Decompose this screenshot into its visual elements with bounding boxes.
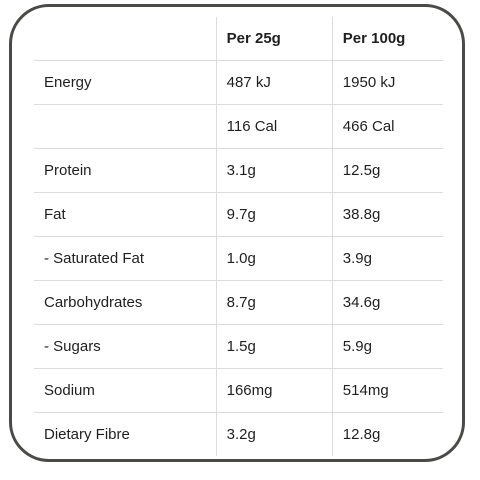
table-row: Carbohydrates 8.7g 34.6g <box>34 280 443 325</box>
row-label: Sodium <box>34 368 217 413</box>
row-value-per-100g: 1950 kJ <box>331 60 443 105</box>
row-label: Carbohydrates <box>34 280 217 325</box>
table-row: - Sugars 1.5g 5.9g <box>34 324 443 369</box>
row-value-per-25g: 166mg <box>215 368 333 413</box>
table-header-row: Per 25g Per 100g <box>34 17 443 61</box>
row-value-per-100g: 514mg <box>331 368 443 413</box>
table-row: - Saturated Fat 1.0g 3.9g <box>34 236 443 281</box>
header-nutrient <box>34 17 217 61</box>
row-label: - Saturated Fat <box>34 236 217 281</box>
row-value-per-25g: 116 Cal <box>215 104 333 149</box>
row-value-per-100g: 12.8g <box>331 412 443 456</box>
row-value-per-100g: 3.9g <box>331 236 443 281</box>
row-value-per-25g: 3.2g <box>215 412 333 456</box>
header-per-100g: Per 100g <box>331 17 443 61</box>
row-label: - Sugars <box>34 324 217 369</box>
table-row: 116 Cal 466 Cal <box>34 104 443 149</box>
row-value-per-100g: 34.6g <box>331 280 443 325</box>
nutrition-table: Per 25g Per 100g Energy 487 kJ 1950 kJ 1… <box>34 17 443 456</box>
row-label: Dietary Fibre <box>44 426 130 443</box>
row-value-per-25g: 1.0g <box>215 236 333 281</box>
table-row: Fat 9.7g 38.8g <box>34 192 443 237</box>
row-label <box>34 104 217 149</box>
row-value-per-100g: 12.5g <box>331 148 443 193</box>
table-row: Dietary Fibre 3.2g 12.8g <box>34 412 443 456</box>
row-value-per-100g: 5.9g <box>331 324 443 369</box>
table-row: Energy 487 kJ 1950 kJ <box>34 60 443 105</box>
row-value-per-100g: 38.8g <box>331 192 443 237</box>
row-value-per-25g: 8.7g <box>215 280 333 325</box>
row-value-per-25g: 3.1g <box>215 148 333 193</box>
row-label: Protein <box>34 148 217 193</box>
row-value-per-25g: 9.7g <box>215 192 333 237</box>
table-row: Sodium 166mg 514mg <box>34 368 443 413</box>
row-value-per-25g: 1.5g <box>215 324 333 369</box>
table-row: Protein 3.1g 12.5g <box>34 148 443 193</box>
row-label: Fat <box>34 192 217 237</box>
row-value-per-25g: 487 kJ <box>215 60 333 105</box>
row-label: Energy <box>34 60 217 105</box>
header-per-25g: Per 25g <box>215 17 333 61</box>
row-value-per-100g: 466 Cal <box>331 104 443 149</box>
